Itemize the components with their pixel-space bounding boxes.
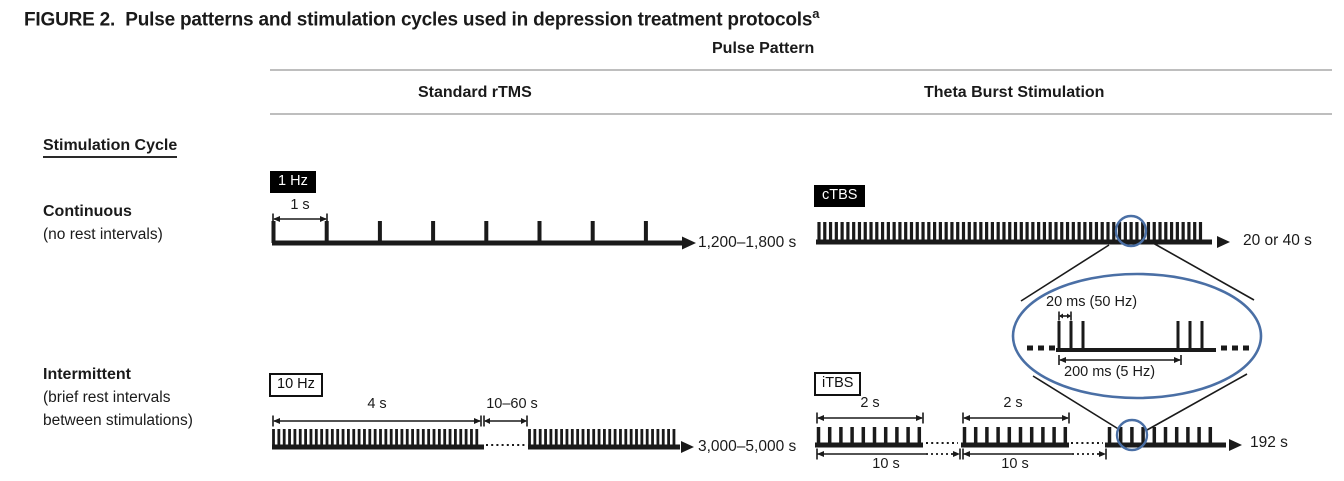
protocol-tag-10hz: 10 Hz xyxy=(269,373,323,397)
train-standard-10hz xyxy=(272,415,694,453)
train-label-2s-first: 2 s xyxy=(860,395,880,411)
row-sublabel-intermittent-1: (brief rest intervals xyxy=(43,389,171,406)
train-standard-1hz xyxy=(271,213,696,250)
train-itbs xyxy=(815,412,1242,460)
cycle-label-10s-first: 10 s xyxy=(872,456,900,472)
train-label-4s: 4 s xyxy=(367,396,387,412)
figure-title-text: FIGURE 2. Pulse patterns and stimulation… xyxy=(24,9,813,31)
row-axis-header: Stimulation Cycle xyxy=(43,137,178,158)
row-label-intermittent: Intermittent xyxy=(43,366,131,383)
inset-label-200ms-5hz: 200 ms (5 Hz) xyxy=(1064,364,1156,380)
train-ctbs xyxy=(816,222,1230,248)
row-sublabel-continuous: (no rest intervals) xyxy=(43,226,163,243)
column-header-standard-rtms: Standard rTMS xyxy=(418,84,532,101)
figure-title-footnote-marker: a xyxy=(812,6,820,21)
burst-detail-inset xyxy=(1011,272,1263,400)
magnifier-callout xyxy=(1020,214,1255,452)
column-header-theta-burst: Theta Burst Stimulation xyxy=(924,84,1105,101)
duration-label-standard-intermittent: 3,000–5,000 s xyxy=(698,438,797,455)
inset-label-20ms-50hz: 20 ms (50 Hz) xyxy=(1046,294,1138,310)
protocol-tag-ctbs: cTBS xyxy=(814,185,866,207)
interval-label-1s: 1 s xyxy=(290,197,310,213)
cycle-label-10s-second: 10 s xyxy=(1001,456,1029,472)
protocol-tag-1hz: 1 Hz xyxy=(270,171,316,193)
train-label-2s-second: 2 s xyxy=(1003,395,1023,411)
duration-label-standard-continuous: 1,200–1,800 s xyxy=(698,234,797,251)
column-group-header: Pulse Pattern xyxy=(712,40,815,57)
figure-title: FIGURE 2. Pulse patterns and stimulation… xyxy=(24,6,819,31)
row-sublabel-intermittent-2: between stimulations) xyxy=(43,412,193,429)
table-divider-rules xyxy=(270,69,1332,115)
duration-label-itbs: 192 s xyxy=(1250,434,1288,451)
duration-label-ctbs: 20 or 40 s xyxy=(1243,232,1312,249)
row-label-continuous: Continuous xyxy=(43,203,132,220)
rest-label-10-60s: 10–60 s xyxy=(486,396,538,412)
protocol-tag-itbs: iTBS xyxy=(814,372,862,396)
